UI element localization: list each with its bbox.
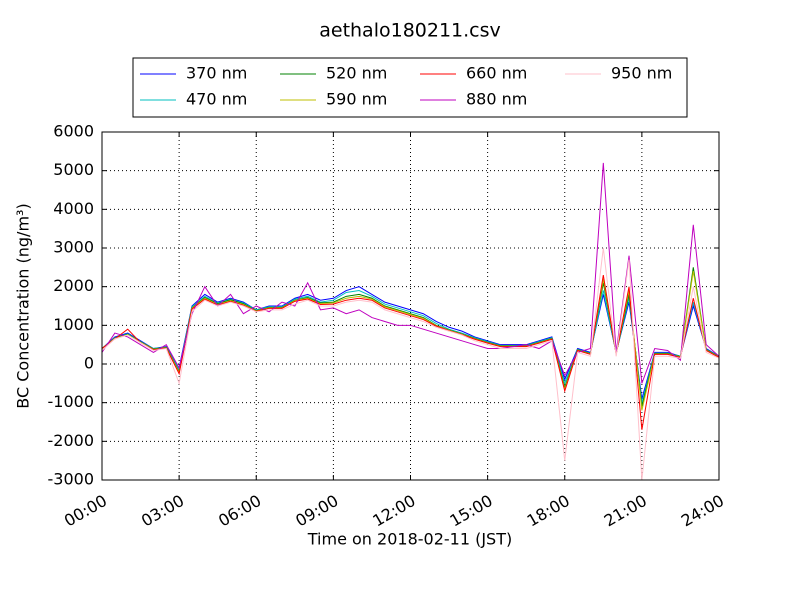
y-tick-label: 4000 xyxy=(53,199,94,218)
legend-label: 470 nm xyxy=(186,90,247,109)
y-tick-label: 0 xyxy=(84,354,94,373)
y-tick-label: 6000 xyxy=(53,122,94,141)
y-tick-label: 3000 xyxy=(53,238,94,257)
legend-label: 520 nm xyxy=(326,64,387,83)
y-tick-label: 2000 xyxy=(53,276,94,295)
y-tick-label: 5000 xyxy=(53,160,94,179)
legend-label: 370 nm xyxy=(186,64,247,83)
y-tick-label: -2000 xyxy=(48,431,95,450)
legend-label: 950 nm xyxy=(611,64,672,83)
chart-title: aethalo180211.csv xyxy=(319,20,501,42)
plot-frame xyxy=(101,131,720,481)
data-line xyxy=(102,247,719,480)
y-tick-label: -1000 xyxy=(48,392,95,411)
y-axis-label: BC Concentration (ng/m³) xyxy=(14,203,33,408)
legend-box xyxy=(132,57,688,118)
legend-label: 660 nm xyxy=(466,64,527,83)
legend-label: 880 nm xyxy=(466,90,527,109)
y-tick-label: 1000 xyxy=(53,315,94,334)
legend-label: 590 nm xyxy=(326,90,387,109)
x-axis-label: Time on 2018-02-11 (JST) xyxy=(307,530,512,549)
y-tick-label: -3000 xyxy=(48,470,95,489)
